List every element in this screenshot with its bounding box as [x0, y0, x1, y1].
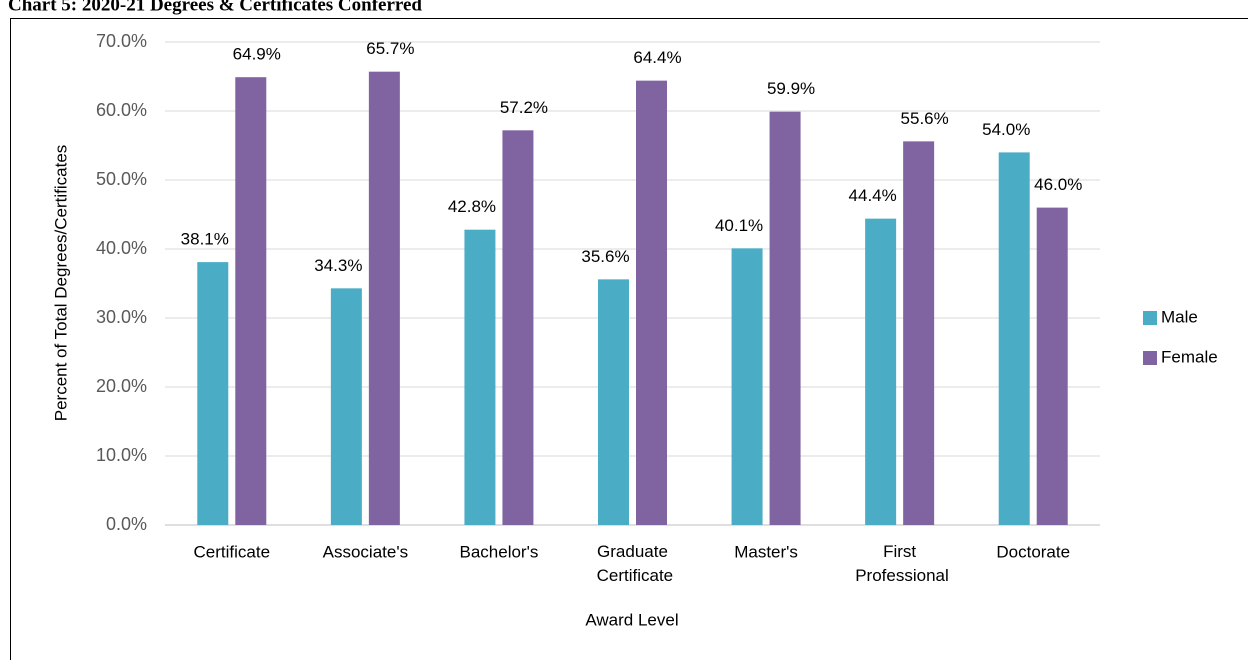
data-label: 40.1% [715, 216, 763, 235]
data-label: 35.6% [581, 247, 629, 266]
data-label: 34.3% [314, 256, 362, 275]
chart-title: Chart 5: 2020-21 Degrees & Certificates … [8, 0, 422, 15]
legend-label: Female [1161, 347, 1218, 366]
x-tick-label: Certificate [194, 542, 271, 561]
y-tick-label: 70.0% [96, 31, 147, 51]
data-label: 65.7% [366, 39, 414, 58]
y-tick-label: 20.0% [96, 376, 147, 396]
bar [731, 248, 763, 525]
bar [865, 218, 897, 525]
y-tick-label: 60.0% [96, 100, 147, 120]
data-label: 44.4% [849, 186, 897, 205]
data-label: 64.4% [633, 48, 681, 67]
x-axis-title: Award Level [585, 610, 678, 629]
y-tick-label: 0.0% [106, 514, 147, 534]
chart-border [10, 18, 1248, 660]
bar [502, 130, 534, 525]
bar [368, 71, 400, 526]
legend-swatch [1143, 351, 1157, 365]
x-tick-label: Master's [734, 542, 798, 561]
y-tick-label: 40.0% [96, 238, 147, 258]
data-label: 38.1% [181, 230, 229, 249]
bar [1036, 207, 1068, 525]
data-label: 64.9% [233, 45, 281, 64]
x-tick-label: Graduate Certificate [592, 542, 673, 585]
bar [235, 77, 267, 525]
data-label: 55.6% [901, 109, 949, 128]
data-label: 54.0% [982, 120, 1030, 139]
x-tick-label: First Professional [851, 542, 949, 585]
x-tick-label: Associate's [323, 542, 408, 561]
y-tick-label: 50.0% [96, 169, 147, 189]
data-label: 42.8% [448, 197, 496, 216]
bar [197, 262, 229, 525]
bar [998, 152, 1030, 525]
bar [330, 288, 362, 525]
y-axis-title: Percent of Total Degrees/Certificates [51, 145, 70, 422]
x-tick-label: Bachelor's [460, 542, 539, 561]
data-label: 57.2% [500, 98, 548, 117]
bar [636, 80, 667, 525]
bar [598, 279, 629, 525]
bar [903, 141, 935, 526]
bar [464, 229, 496, 525]
legend-label: Male [1161, 307, 1198, 326]
bar [769, 111, 801, 525]
x-tick-label: Doctorate [996, 542, 1070, 561]
y-tick-label: 30.0% [96, 307, 147, 327]
y-tick-label: 10.0% [96, 445, 147, 465]
data-label: 59.9% [767, 79, 815, 98]
legend-swatch [1143, 311, 1157, 325]
data-label: 46.0% [1034, 175, 1082, 194]
